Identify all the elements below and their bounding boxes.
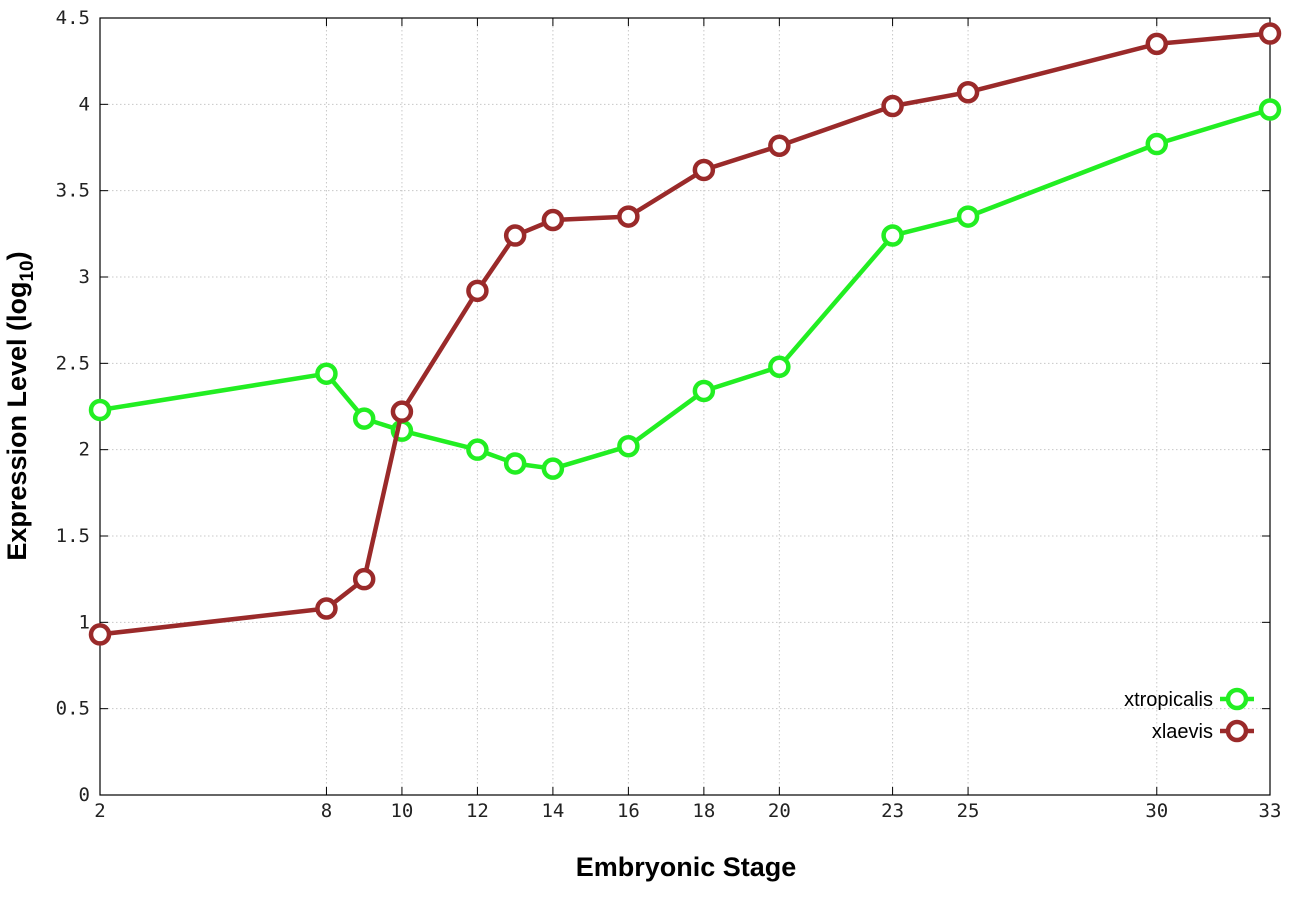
series-layer (88, 22, 1282, 646)
x-tick-label: 10 (390, 800, 413, 822)
y-tick-label: 4 (79, 93, 90, 115)
series-xlaevis (88, 22, 1282, 646)
legend-marker (1225, 687, 1249, 711)
legend-item-xtropicalis: xtropicalis (1124, 687, 1254, 711)
data-point-xlaevis (1145, 32, 1169, 56)
x-tick-label: 14 (541, 800, 564, 822)
data-point-xtropicalis (881, 224, 904, 247)
y-axis-title-suffix: ) (2, 251, 32, 260)
x-tick-label: 30 (1145, 800, 1168, 822)
y-tick-label: 2.5 (56, 352, 90, 374)
data-point-xlaevis (617, 205, 640, 228)
legend-item-xlaevis: xlaevis (1152, 719, 1254, 743)
data-point-xtropicalis (503, 452, 527, 475)
y-tick-label: 0.5 (56, 698, 90, 720)
x-axis-title: Embryonic Stage (576, 852, 797, 882)
data-point-xtropicalis (768, 355, 791, 379)
y-tick-label: 0 (79, 784, 90, 806)
data-point-xlaevis (466, 279, 489, 303)
grid-lines (100, 18, 1270, 795)
y-tick-label: 3.5 (56, 180, 90, 202)
y-axis-title-main: Expression Level (log (2, 282, 32, 561)
data-point-xlaevis (956, 80, 980, 104)
data-point-xlaevis (315, 597, 338, 620)
data-point-xtropicalis (541, 457, 565, 480)
x-tick-label: 16 (617, 800, 640, 822)
data-point-xlaevis (881, 94, 904, 118)
data-point-xlaevis (390, 400, 414, 423)
data-point-xtropicalis (1145, 132, 1169, 156)
x-tick-label: 18 (692, 800, 715, 822)
x-tick-label: 8 (321, 800, 332, 822)
series-line-xtropicalis (99, 107, 1271, 471)
data-point-xlaevis (503, 224, 527, 247)
data-point-xlaevis (692, 158, 716, 182)
data-point-xlaevis (768, 134, 791, 158)
data-point-xtropicalis (88, 398, 112, 422)
y-axis-ticks: 0 0.5 1 1.5 2 2.5 3 3.5 4 4.5 (56, 7, 1270, 806)
y-axis-title-subscript: 10 (17, 260, 38, 281)
legend: xtropicalis xlaevis (1124, 687, 1254, 743)
x-tick-label: 20 (768, 800, 791, 822)
series-xtropicalis (88, 98, 1282, 480)
x-tick-label: 33 (1259, 800, 1282, 822)
data-point-xlaevis (352, 567, 376, 591)
y-tick-label: 3 (79, 266, 90, 288)
legend-marker (1225, 719, 1249, 743)
y-tick-label: 1 (79, 611, 90, 633)
x-tick-label: 12 (466, 800, 489, 822)
legend-label: xlaevis (1152, 721, 1213, 743)
y-tick-label: 1.5 (56, 525, 90, 547)
data-point-xlaevis (1258, 22, 1282, 45)
data-point-xtropicalis (315, 362, 338, 385)
data-point-xtropicalis (956, 205, 980, 228)
x-axis-ticks: 2 8 10 12 14 16 18 20 23 25 30 33 (94, 18, 1281, 822)
data-point-xtropicalis (1258, 98, 1282, 121)
data-point-xlaevis (541, 208, 565, 232)
y-tick-label: 4.5 (56, 7, 90, 29)
y-tick-label: 2 (79, 439, 90, 461)
x-tick-label: 2 (94, 800, 105, 822)
series-line-xlaevis (99, 31, 1271, 637)
legend-label: xtropicalis (1124, 689, 1213, 711)
x-tick-label: 23 (881, 800, 904, 822)
x-tick-label: 25 (957, 800, 980, 822)
data-point-xtropicalis (466, 438, 489, 461)
data-point-xlaevis (88, 623, 112, 646)
data-point-xtropicalis (617, 434, 640, 458)
data-point-xtropicalis (692, 379, 716, 403)
data-point-xtropicalis (352, 407, 376, 430)
y-axis-title: Expression Level (log10) (2, 251, 38, 560)
